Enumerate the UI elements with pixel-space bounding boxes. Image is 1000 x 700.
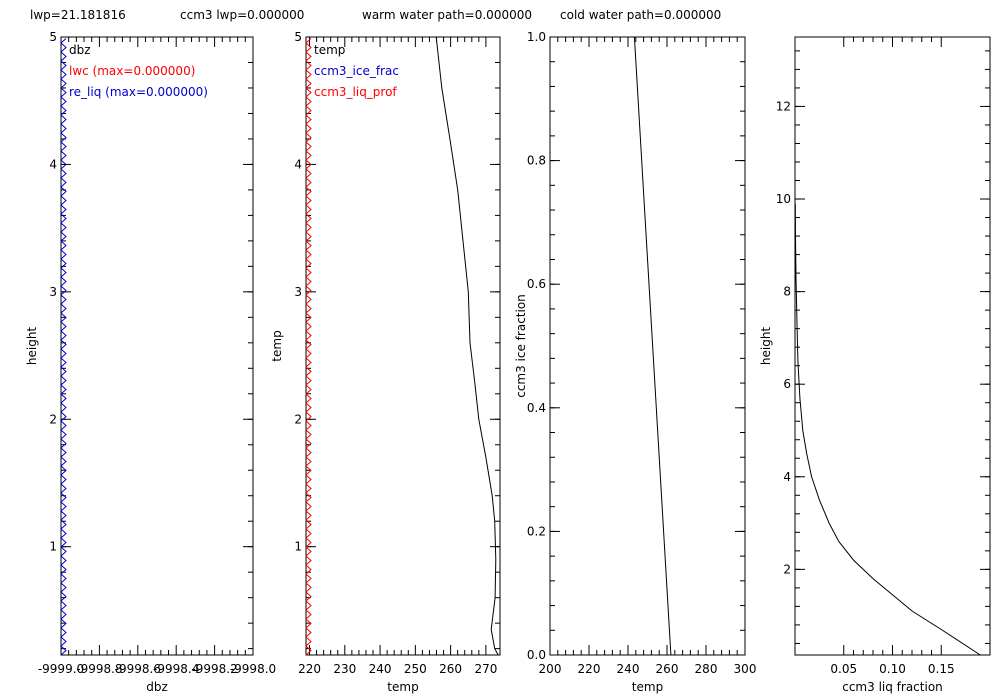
x-axis-title: ccm3 liq fraction (842, 680, 943, 694)
x-tick-label: 240 (617, 662, 640, 676)
y-tick-label: 12 (776, 99, 791, 113)
y-tick-label: 8 (783, 285, 791, 299)
x-tick-label: -9999.0 (38, 662, 84, 676)
x-tick-label: 230 (333, 662, 356, 676)
y-tick-label: 0.2 (527, 524, 546, 538)
y-tick-label: 4 (783, 470, 791, 484)
x-tick-label: 200 (539, 662, 562, 676)
legend-entry: lwc (max=0.000000) (69, 64, 195, 78)
y-axis-title: ccm3 ice fraction (514, 294, 528, 398)
y-tick-label: 2 (49, 412, 57, 426)
x-axis-title: temp (632, 680, 663, 694)
y-tick-label: 0.6 (527, 277, 546, 291)
y-tick-label: 10 (776, 192, 791, 206)
plot-frame (549, 36, 746, 656)
x-axis-title: temp (387, 680, 418, 694)
x-tick-label: 0.10 (879, 662, 906, 676)
y-tick-label: 0.0 (527, 648, 546, 662)
x-tick-label: 300 (734, 662, 757, 676)
y-tick-label: 2 (783, 562, 791, 576)
series-line (435, 36, 499, 656)
y-tick-label: 0.4 (527, 401, 546, 415)
x-tick-label: 260 (656, 662, 679, 676)
y-tick-label: 2 (294, 412, 302, 426)
x-tick-label: -9998.2 (191, 662, 237, 676)
series-line (633, 36, 672, 656)
y-tick-label: 1.0 (527, 30, 546, 44)
x-tick-label: -9998.8 (76, 662, 122, 676)
y-tick-label: 1 (294, 540, 302, 554)
header-lwp: lwp=21.181816 (30, 8, 126, 22)
chart-panel-2: 220 230 240 250 260 270 1 2 3 4 5 temp temp temp ccm3_… (270, 30, 501, 694)
y-axis-title: height (25, 327, 39, 366)
x-tick-label: -9998.6 (115, 662, 161, 676)
plot-frame (794, 36, 991, 656)
y-tick-label: 3 (49, 285, 57, 299)
y-tick-label: 0.8 (527, 154, 546, 168)
x-tick-label: 0.05 (830, 662, 857, 676)
x-tick-label: 260 (439, 662, 462, 676)
y-tick-label: 1 (49, 540, 57, 554)
y-tick-label: 3 (294, 285, 302, 299)
legend-entry: temp (314, 43, 345, 57)
chart-panel-4: 0.05 0.10 0.15 2 4 6 8 10 12 ccm3 liq fraction hei… (759, 36, 991, 694)
legend-entry: re_liq (max=0.000000) (69, 85, 208, 99)
header-warm-water-path: warm water path=0.000000 (362, 8, 532, 22)
header-cold-water-path: cold water path=0.000000 (560, 8, 722, 22)
y-tick-label: 5 (294, 30, 302, 44)
y-tick-label: 4 (49, 157, 57, 171)
y-axis-title: height (759, 327, 773, 366)
x-axis-title: dbz (146, 680, 168, 694)
y-tick-label: 5 (49, 30, 57, 44)
chart-panel-3: 200 220 240 260 280 300 0.0 0.2 0.4 0.6 0.8 1.0 temp… (514, 30, 756, 694)
legend-entry: ccm3_liq_prof (314, 85, 397, 99)
x-tick-label: 240 (369, 662, 392, 676)
x-tick-label: 0.15 (928, 662, 955, 676)
x-tick-label: 270 (474, 662, 497, 676)
chart-panel-1: -9999.0-9998.8-9998.6-9998.4-9998.2-9998… (25, 30, 276, 694)
y-tick-label: 4 (294, 157, 302, 171)
y-axis-title: temp (270, 330, 284, 361)
x-tick-label: 220 (578, 662, 601, 676)
series-zigzag-line (60, 38, 67, 656)
header-ccm3-lwp: ccm3 lwp=0.000000 (180, 8, 305, 22)
x-tick-label: 220 (298, 662, 321, 676)
series-zigzag-line (305, 38, 312, 656)
legend-entry: dbz (69, 43, 91, 57)
legend-entry: ccm3_ice_frac (314, 64, 399, 78)
plot-frame (305, 36, 501, 656)
plot-frame (60, 36, 254, 656)
series-line (794, 203, 981, 656)
x-tick-label: -9998.0 (230, 662, 276, 676)
y-tick-label: 6 (783, 377, 791, 391)
x-tick-label: -9998.4 (153, 662, 199, 676)
x-tick-label: 250 (404, 662, 427, 676)
x-tick-label: 280 (695, 662, 718, 676)
